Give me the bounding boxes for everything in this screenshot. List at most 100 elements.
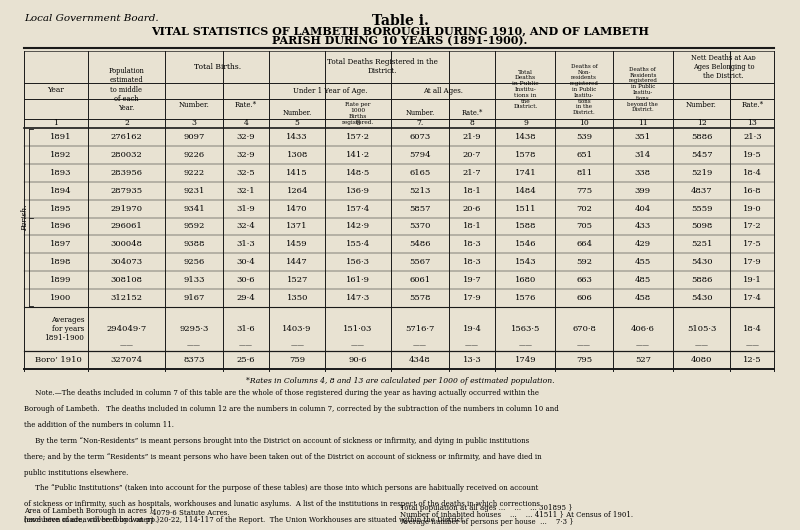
Text: Number.: Number. <box>406 109 434 118</box>
Text: 1894: 1894 <box>50 187 71 195</box>
Text: 327074: 327074 <box>110 356 142 364</box>
Text: 4079·6 Statute Acres.: 4079·6 Statute Acres. <box>152 508 230 517</box>
Text: 5098: 5098 <box>691 223 712 231</box>
Text: 5: 5 <box>294 119 300 128</box>
Text: ——: —— <box>119 341 134 349</box>
Text: 29·4: 29·4 <box>237 294 255 302</box>
Text: 21·7: 21·7 <box>462 169 482 177</box>
Text: 17·2: 17·2 <box>743 223 762 231</box>
Text: Rate.*: Rate.* <box>462 109 482 118</box>
Text: 300048: 300048 <box>110 240 142 248</box>
Text: 157·2: 157·2 <box>346 133 370 141</box>
Text: 19·1: 19·1 <box>743 276 762 284</box>
Text: 141·2: 141·2 <box>346 151 370 159</box>
Text: Boro’ 1910: Boro’ 1910 <box>35 356 82 364</box>
Text: Rate.*: Rate.* <box>235 101 257 110</box>
Text: 2: 2 <box>124 119 129 128</box>
Text: Borough of Lambeth.   The deaths included in column 12 are the numbers in column: Borough of Lambeth. The deaths included … <box>24 405 558 413</box>
Text: 433: 433 <box>634 223 651 231</box>
Text: 5370: 5370 <box>410 223 430 231</box>
Text: 18·3: 18·3 <box>462 240 482 248</box>
Text: 670·8: 670·8 <box>572 325 596 333</box>
Text: 1546: 1546 <box>514 240 536 248</box>
Text: Note.—The deaths included in column 7 of this table are the whole of those regis: Note.—The deaths included in column 7 of… <box>24 389 539 397</box>
Text: 5886: 5886 <box>691 276 712 284</box>
Text: 142·9: 142·9 <box>346 223 370 231</box>
Text: ——: —— <box>351 341 365 349</box>
Text: 1438: 1438 <box>514 133 536 141</box>
Text: 3: 3 <box>191 119 197 128</box>
Text: ——: —— <box>746 341 759 349</box>
Text: 5105·3: 5105·3 <box>687 325 716 333</box>
Text: 1578: 1578 <box>514 151 536 159</box>
Text: 12·5: 12·5 <box>743 356 762 364</box>
Text: 338: 338 <box>634 169 651 177</box>
Text: 9222: 9222 <box>183 169 205 177</box>
Text: 1896: 1896 <box>50 223 71 231</box>
Text: 1893: 1893 <box>50 169 71 177</box>
Text: 90·6: 90·6 <box>349 356 367 364</box>
Text: 8: 8 <box>470 119 474 128</box>
Text: 1: 1 <box>54 119 58 128</box>
Text: VITAL STATISTICS OF LAMBETH BOROUGH DURING 1910, AND OF LAMBETH: VITAL STATISTICS OF LAMBETH BOROUGH DURI… <box>151 25 649 37</box>
Text: 485: 485 <box>634 276 651 284</box>
Text: ——: —— <box>518 341 533 349</box>
Text: 9097: 9097 <box>183 133 205 141</box>
Text: 5886: 5886 <box>691 133 712 141</box>
Text: 17·5: 17·5 <box>743 240 762 248</box>
Text: there; and by the term “Residents” is meant persons who have been taken out of t: there; and by the term “Residents” is me… <box>24 453 542 461</box>
Text: 1749: 1749 <box>514 356 536 364</box>
Text: 25·6: 25·6 <box>237 356 255 364</box>
Text: Deaths of
Non-
residents
registered
in Public
Institu-
tions
in the
District.: Deaths of Non- residents registered in P… <box>570 64 598 115</box>
Text: 9256: 9256 <box>183 258 205 266</box>
Text: Rate.*: Rate.* <box>742 101 763 110</box>
Text: 6073: 6073 <box>410 133 430 141</box>
Text: 21·9: 21·9 <box>462 133 482 141</box>
Text: Year: Year <box>47 85 64 94</box>
Text: 1900: 1900 <box>50 294 71 302</box>
Text: 5457: 5457 <box>690 151 712 159</box>
Text: 147·3: 147·3 <box>346 294 370 302</box>
Text: ——: —— <box>413 341 427 349</box>
Text: 664: 664 <box>576 240 592 248</box>
Text: 9: 9 <box>523 119 528 128</box>
Text: 20·7: 20·7 <box>462 151 482 159</box>
Text: 9388: 9388 <box>183 240 205 248</box>
Text: 9231: 9231 <box>183 187 205 195</box>
Text: 6165: 6165 <box>410 169 430 177</box>
Text: The “Public Institutions” (taken into account for the purpose of these tables) a: The “Public Institutions” (taken into ac… <box>24 484 538 492</box>
Text: 4837: 4837 <box>690 187 712 195</box>
Text: 9226: 9226 <box>183 151 205 159</box>
Text: ——: —— <box>636 341 650 349</box>
Text: 156·3: 156·3 <box>346 258 370 266</box>
Text: 13: 13 <box>747 119 758 128</box>
Text: Number.: Number. <box>686 101 717 110</box>
Text: 19·0: 19·0 <box>743 205 762 213</box>
Text: 9295·3: 9295·3 <box>179 325 209 333</box>
Text: 13·3: 13·3 <box>462 356 482 364</box>
Text: 32·5: 32·5 <box>237 169 255 177</box>
Text: Number.: Number. <box>178 101 210 110</box>
Text: Local Government Board.: Local Government Board. <box>24 14 158 23</box>
Text: 4080: 4080 <box>691 356 712 364</box>
Text: 19·4: 19·4 <box>462 325 482 333</box>
Text: Number.: Number. <box>282 109 312 118</box>
Text: Averages
for years
1891-1900: Averages for years 1891-1900 <box>45 316 84 342</box>
Text: 157·4: 157·4 <box>346 205 370 213</box>
Text: Rate per
1000
Births
registered.: Rate per 1000 Births registered. <box>342 102 374 125</box>
Text: 539: 539 <box>576 133 592 141</box>
Text: 21·3: 21·3 <box>743 133 762 141</box>
Text: 5430: 5430 <box>691 294 712 302</box>
Text: By the term “Non-Residents” is meant persons brought into the District on accoun: By the term “Non-Residents” is meant per… <box>24 437 529 445</box>
Text: 1459: 1459 <box>286 240 308 248</box>
Text: 5486: 5486 <box>409 240 430 248</box>
Text: 1433: 1433 <box>286 133 308 141</box>
Text: 6061: 6061 <box>410 276 430 284</box>
Text: 1741: 1741 <box>514 169 536 177</box>
Text: 1680: 1680 <box>515 276 536 284</box>
Text: 7.: 7. <box>416 119 423 128</box>
Text: Total population at all ages ...    ...    ... 301895 }: Total population at all ages ... ... ...… <box>400 504 573 512</box>
Text: 1897: 1897 <box>50 240 71 248</box>
Text: 280032: 280032 <box>110 151 142 159</box>
Text: 304073: 304073 <box>110 258 142 266</box>
